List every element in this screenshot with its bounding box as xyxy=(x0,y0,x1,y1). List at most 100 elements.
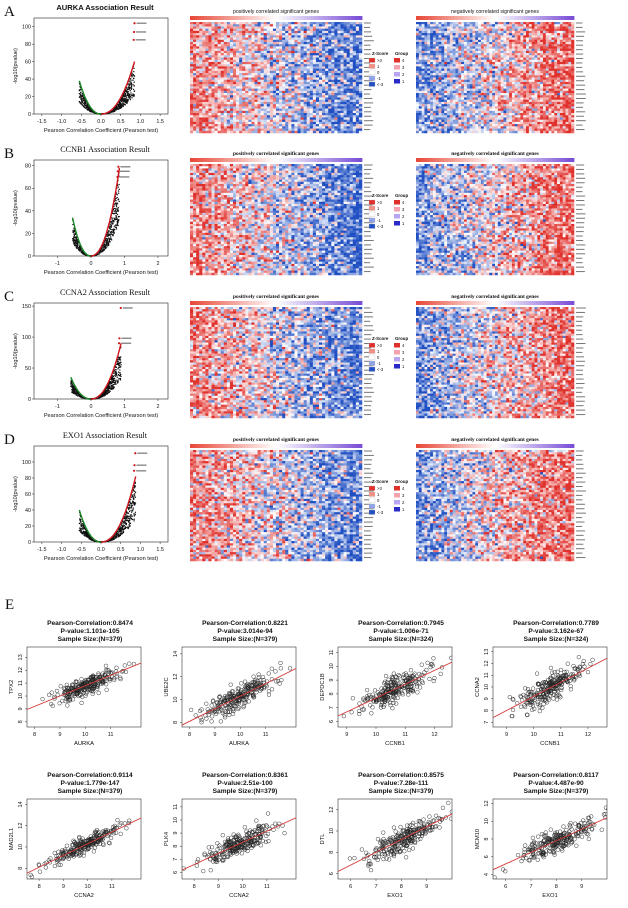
heatmap-cell xyxy=(337,100,340,102)
heatmap-cell xyxy=(233,122,236,124)
heatmap-cell xyxy=(285,131,288,133)
heatmap-cell xyxy=(193,38,196,40)
gene-point xyxy=(133,96,134,97)
heatmap-cell xyxy=(512,71,515,73)
heatmap-cell xyxy=(208,115,211,117)
group-bar-cell xyxy=(517,16,521,20)
heatmap-cell xyxy=(285,78,288,80)
heatmap-cell xyxy=(325,102,328,104)
heatmap-cell xyxy=(258,126,261,128)
heatmap-cell xyxy=(291,22,294,24)
heatmap-cell xyxy=(248,124,251,126)
heatmap-cell xyxy=(258,111,261,113)
heatmap-cell xyxy=(478,49,481,51)
heatmap-cell xyxy=(294,64,297,66)
gene-name-mark xyxy=(364,125,373,126)
heatmap-cell xyxy=(424,35,427,37)
heatmap-cell xyxy=(484,42,487,44)
heatmap-cell xyxy=(322,82,325,84)
heatmap-cell xyxy=(202,33,205,35)
heatmap-cell xyxy=(288,60,291,62)
heatmap-cell xyxy=(304,35,307,37)
heatmap-cell xyxy=(563,64,566,66)
heatmap-cell xyxy=(464,26,467,28)
legend-zscore-label: 0 xyxy=(377,70,380,75)
heatmap-cell xyxy=(325,64,328,66)
heatmap-cell xyxy=(242,53,245,55)
heatmap-cell xyxy=(291,46,294,48)
heatmap-cell xyxy=(310,69,313,71)
heatmap-cell xyxy=(298,38,301,40)
heatmap-cell xyxy=(258,104,261,106)
heatmap-cell xyxy=(224,31,227,33)
group-bar-cell xyxy=(504,16,508,20)
heatmap-cell xyxy=(224,42,227,44)
heatmap-cell xyxy=(554,35,557,37)
heatmap-cell xyxy=(202,51,205,53)
heatmap-cell xyxy=(506,55,509,57)
heatmap-cell xyxy=(202,86,205,88)
heatmap-cell xyxy=(227,71,230,73)
heatmap-cell xyxy=(227,75,230,77)
heatmap-cell xyxy=(353,86,356,88)
heatmap-cell xyxy=(359,46,362,48)
heatmap-cell xyxy=(202,124,205,126)
heatmap-cell xyxy=(334,113,337,115)
heatmap-cell xyxy=(427,58,430,60)
heatmap-cell xyxy=(458,75,461,77)
heatmap-cell xyxy=(495,58,498,60)
heatmap-cell xyxy=(264,62,267,64)
heatmap-cell xyxy=(279,115,282,117)
heatmap-cell xyxy=(537,60,540,62)
heatmap-cell xyxy=(236,93,239,95)
heatmap-cell xyxy=(509,51,512,53)
heatmap-cell xyxy=(543,22,546,24)
heatmap-cell xyxy=(492,31,495,33)
heatmap-cell xyxy=(199,104,202,106)
heatmap-cell xyxy=(276,33,279,35)
heatmap-cell xyxy=(501,40,504,42)
heatmap-cell xyxy=(554,53,557,55)
heatmap-cell xyxy=(307,22,310,24)
heatmap-cell xyxy=(196,126,199,128)
heatmap-cell xyxy=(356,129,359,131)
heatmap-cell xyxy=(540,55,543,57)
heatmap-cell xyxy=(325,73,328,75)
heatmap-cell xyxy=(227,126,230,128)
heatmap-cell xyxy=(356,106,359,108)
heatmap-cell xyxy=(298,62,301,64)
heatmap-cell xyxy=(212,55,215,57)
heatmap-cell xyxy=(230,29,233,31)
heatmap-cell xyxy=(509,29,512,31)
heatmap-cell xyxy=(227,122,230,124)
heatmap-cell xyxy=(208,69,211,71)
heatmap-cell xyxy=(441,62,444,64)
heatmap-cell xyxy=(199,22,202,24)
heatmap-cell xyxy=(236,26,239,28)
heatmap-cell xyxy=(467,71,470,73)
heatmap-cell xyxy=(444,69,447,71)
heatmap-cell xyxy=(316,60,319,62)
heatmap-cell xyxy=(529,24,532,26)
heatmap-cell xyxy=(307,126,310,128)
heatmap-cell xyxy=(199,66,202,68)
heatmap-cell xyxy=(276,73,279,75)
heatmap-cell xyxy=(337,111,340,113)
heatmap-cell xyxy=(298,95,301,97)
heatmap-cell xyxy=(341,31,344,33)
heatmap-cell xyxy=(316,102,319,104)
group-bar-cell xyxy=(235,16,239,20)
heatmap-cell xyxy=(304,71,307,73)
heatmap-cell xyxy=(475,22,478,24)
heatmap-cell xyxy=(456,40,459,42)
heatmap-cell xyxy=(325,126,328,128)
heatmap-cell xyxy=(298,40,301,42)
heatmap-cell xyxy=(294,80,297,82)
heatmap-cell xyxy=(353,69,356,71)
heatmap-cell xyxy=(190,75,193,77)
heatmap-cell xyxy=(282,31,285,33)
heatmap-cell xyxy=(301,109,304,111)
heatmap-cell xyxy=(242,124,245,126)
heatmap-cell xyxy=(353,29,356,31)
group-bar-cell xyxy=(438,16,442,20)
